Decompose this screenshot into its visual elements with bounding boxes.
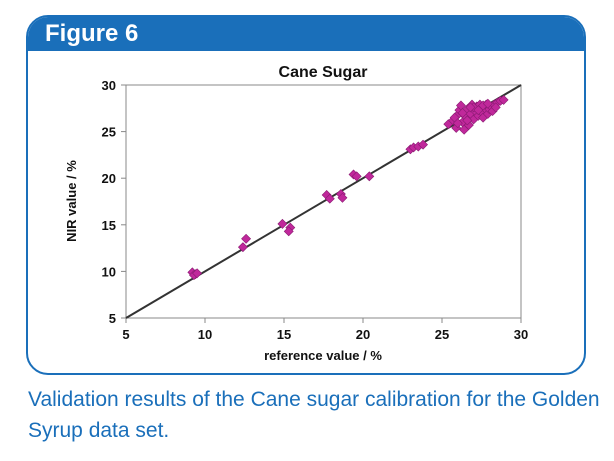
chart-title: Cane Sugar (279, 64, 368, 81)
x-tick-label: 5 (122, 327, 129, 342)
y-tick-label: 20 (102, 171, 116, 186)
y-tick-label: 15 (102, 218, 116, 233)
data-point (237, 242, 248, 253)
figure-label: Figure 6 (45, 20, 139, 47)
data-point (498, 94, 509, 105)
data-point (462, 115, 473, 126)
data-point (482, 98, 493, 109)
data-point (241, 233, 252, 244)
data-point (452, 118, 463, 129)
data-point (277, 218, 288, 229)
x-tick-label: 25 (435, 327, 449, 342)
figure-header: Figure 6 (28, 17, 584, 51)
data-point (192, 268, 203, 279)
y-tick-label: 25 (102, 125, 116, 140)
y-tick-label: 10 (102, 264, 116, 279)
x-tick-label: 20 (356, 327, 370, 342)
data-point (418, 139, 428, 150)
data-point (337, 192, 348, 203)
y-axis-label: NIR value / % (64, 160, 79, 242)
y-tick-label: 30 (102, 78, 116, 93)
x-tick-label: 30 (514, 327, 528, 342)
data-point (324, 193, 335, 204)
y-tick-label: 5 (109, 311, 116, 326)
data-point (465, 102, 476, 113)
data-point (456, 100, 466, 111)
data-point (364, 171, 375, 182)
data-point (490, 102, 501, 113)
x-axis-label: reference value / % (264, 348, 382, 363)
data-point (283, 226, 294, 237)
data-point (351, 171, 362, 182)
figure-caption: Validation results of the Cane sugar cal… (28, 388, 600, 442)
x-tick-label: 15 (277, 327, 291, 342)
x-tick-label: 10 (198, 327, 212, 342)
data-point (457, 108, 468, 118)
